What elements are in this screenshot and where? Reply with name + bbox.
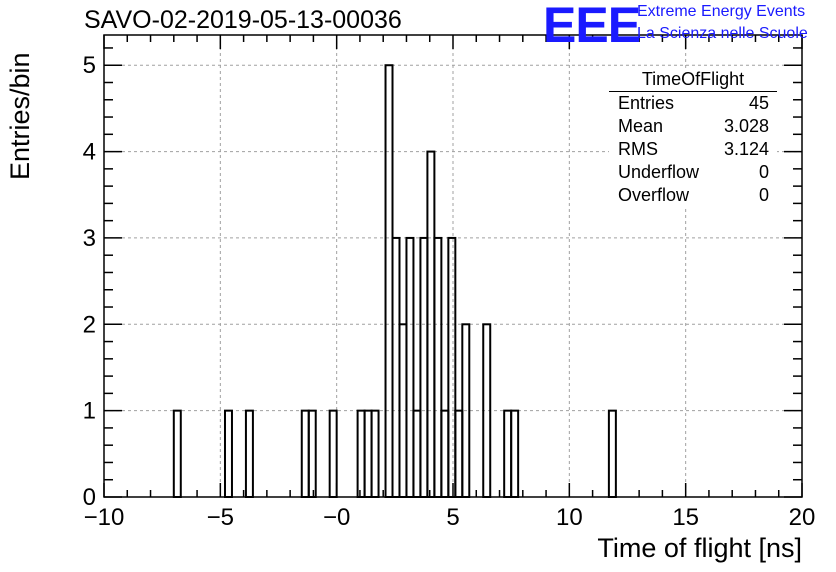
stats-value: 3.124 — [723, 139, 769, 159]
histogram-bar — [356, 409, 366, 499]
stats-row-entries: Entries 45 — [609, 92, 777, 115]
histogram-bar — [223, 409, 233, 499]
y-tick-label: 1 — [83, 398, 96, 425]
stats-value: 0 — [758, 185, 769, 205]
stats-value: 0 — [758, 162, 769, 182]
x-tick-label: −10 — [84, 504, 125, 531]
stats-label: RMS — [618, 139, 658, 159]
stats-label: Mean — [618, 116, 664, 136]
histogram-bar — [607, 409, 617, 499]
histogram-bar — [454, 409, 464, 499]
chart-title: SAVO-02-2019-05-13-00036 — [84, 6, 402, 34]
histogram-bar — [363, 409, 373, 499]
histogram-bars — [172, 64, 617, 499]
x-tick-label: −5 — [207, 504, 234, 531]
logo-line-2: La Scienza nelle Scuole — [637, 25, 808, 42]
stats-box: TimeOfFlight Entries 45 Mean 3.028 RMS 3… — [609, 68, 777, 207]
histogram-bar — [405, 236, 415, 499]
x-tick-label: −0 — [323, 504, 350, 531]
histogram-bar — [433, 236, 443, 499]
stats-row-overflow: Overflow 0 — [609, 184, 777, 207]
y-tick-label: 2 — [83, 311, 96, 338]
y-tick-label: 0 — [83, 484, 96, 511]
histogram-bar — [307, 409, 317, 499]
histogram-bar — [300, 409, 310, 499]
x-tick-label: 20 — [789, 504, 816, 531]
stats-row-mean: Mean 3.028 — [609, 115, 777, 138]
stats-label: Entries — [618, 93, 675, 113]
histogram-bar — [370, 409, 380, 499]
y-tick-label: 4 — [83, 139, 96, 166]
stats-row-rms: RMS 3.124 — [609, 138, 777, 161]
x-tick-label: 5 — [446, 504, 459, 531]
histogram-bar — [440, 409, 450, 499]
histogram-bar — [419, 236, 429, 499]
histogram-bar — [447, 236, 457, 499]
histogram-bar — [172, 409, 182, 499]
stats-value: 3.028 — [723, 116, 769, 136]
x-axis-label: Time of flight [ns] — [597, 533, 802, 563]
y-tick-label: 3 — [83, 225, 96, 252]
stats-row-underflow: Underflow 0 — [609, 161, 777, 184]
histogram-bar — [328, 409, 338, 499]
histogram-bar — [244, 409, 254, 499]
histogram-bar — [412, 409, 422, 499]
histogram-bar — [503, 409, 513, 499]
histogram-bar — [384, 64, 394, 498]
stats-label: Overflow — [618, 185, 690, 205]
y-tick-label: 5 — [83, 52, 96, 79]
stats-title: TimeOfFlight — [609, 68, 777, 92]
histogram-bar — [391, 236, 401, 499]
y-axis-label: Entries/bin — [5, 52, 35, 180]
x-tick-label: 15 — [672, 504, 699, 531]
histogram-bar — [510, 409, 520, 499]
logo-line-1: Extreme Energy Events — [637, 3, 806, 20]
axis-ticks — [103, 35, 803, 498]
x-tick-label: 10 — [556, 504, 583, 531]
stats-value: 45 — [748, 93, 769, 113]
stats-label: Underflow — [618, 162, 700, 182]
eee-logo: EEE — [543, 0, 641, 53]
